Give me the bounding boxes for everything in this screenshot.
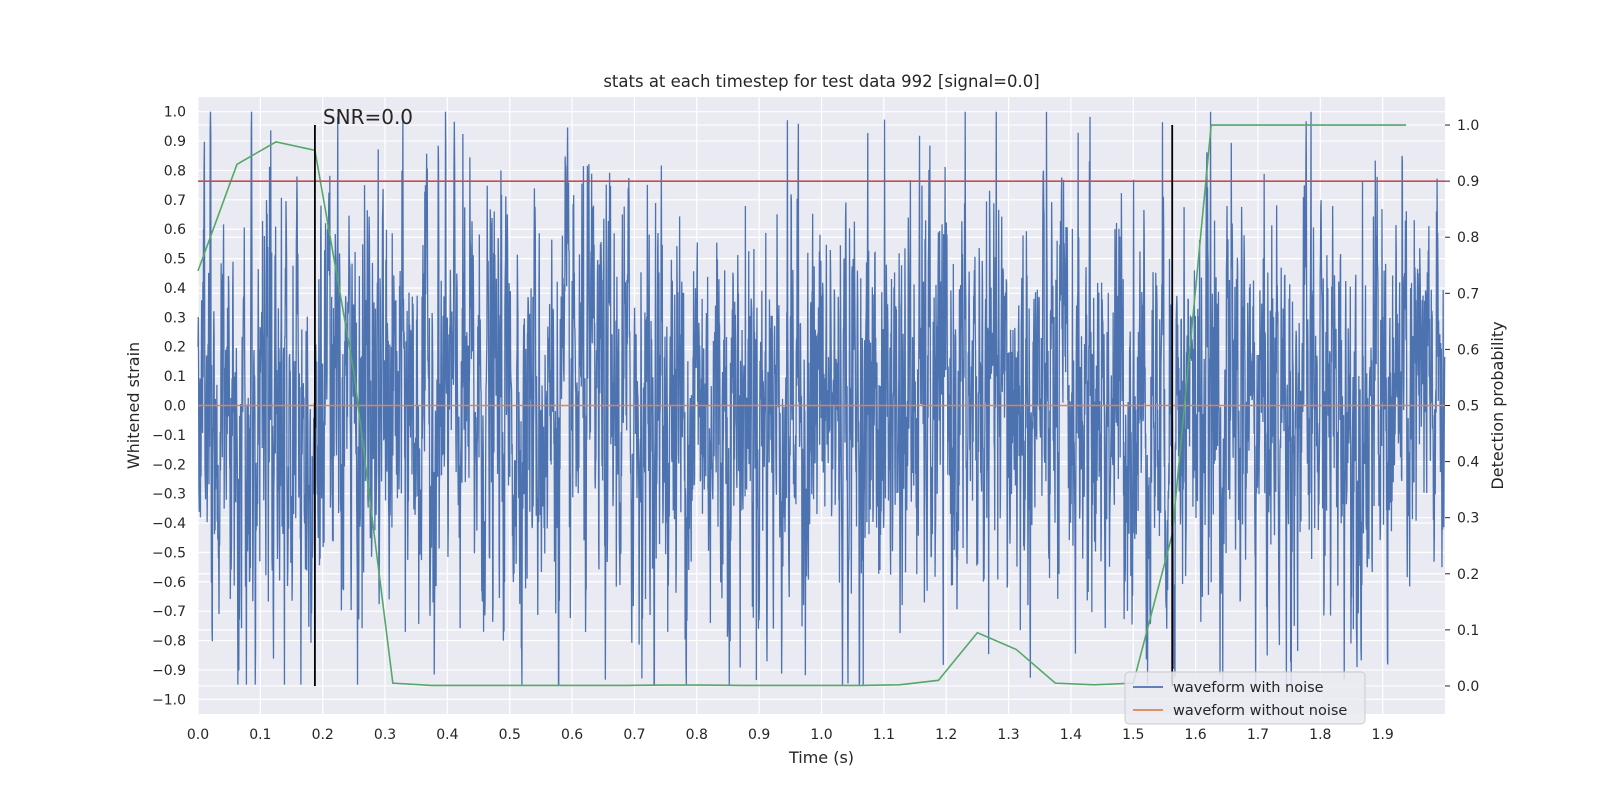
y-left-tick-label: −0.5 — [152, 545, 186, 561]
x-tick-label: 1.2 — [935, 727, 957, 743]
y-left-tick-label: −0.3 — [152, 487, 186, 503]
y-right-tick-label: 0.6 — [1457, 342, 1479, 358]
legend-label: waveform with noise — [1173, 680, 1324, 696]
y-left-tick-label: 1.0 — [164, 105, 186, 121]
x-tick-label: 1.0 — [810, 727, 832, 743]
x-tick-label: 0.4 — [436, 727, 458, 743]
y-right-tick-label: 1.0 — [1457, 118, 1479, 134]
legend-box — [1124, 671, 1366, 725]
y-left-tick-label: 0.9 — [164, 134, 186, 150]
x-tick-label: 1.7 — [1247, 727, 1269, 743]
y-left-tick-label: 0.7 — [164, 193, 186, 209]
y-left-tick-label: −0.6 — [152, 575, 186, 591]
tick-labels: 0.0 0.1 0.2 0.3 0.4 0.5 0.6 0.7 0.8 0.9 1.0 1.1 1.2 1… — [152, 105, 1479, 743]
chart-marks — [197, 111, 1446, 687]
y-right-tick-label: 0.8 — [1457, 230, 1479, 246]
y-left-tick-label: −0.8 — [152, 634, 186, 650]
y-left-tick-label: −0.7 — [152, 604, 186, 620]
y-left-tick-label: −0.9 — [152, 663, 186, 679]
y-left-tick-label: −0.2 — [152, 457, 186, 473]
y-left-tick-label: 0.8 — [164, 163, 186, 179]
snr-annotation: SNR=0.0 — [323, 105, 413, 129]
x-tick-label: 1.6 — [1184, 727, 1206, 743]
x-tick-label: 0.0 — [187, 727, 209, 743]
y-right-tick-label: 0.4 — [1457, 455, 1479, 471]
x-tick-label: 0.6 — [561, 727, 583, 743]
x-tick-label: 1.1 — [873, 727, 895, 743]
x-tick-label: 1.9 — [1372, 727, 1394, 743]
x-axis-label: Time (s) — [788, 748, 854, 767]
x-tick-label: 1.8 — [1309, 727, 1331, 743]
y-left-tick-label: 0.0 — [164, 399, 186, 415]
x-tick-label: 0.9 — [748, 727, 770, 743]
x-tick-label: 0.2 — [312, 727, 334, 743]
y-right-tick-label: 0.3 — [1457, 511, 1479, 527]
x-tick-label: 0.8 — [686, 727, 708, 743]
x-tick-label: 0.5 — [499, 727, 521, 743]
y-left-tick-label: 0.3 — [164, 310, 186, 326]
y-axis-label-left: Whitened strain — [124, 342, 143, 469]
chart-title: stats at each timestep for test data 992… — [603, 72, 1039, 91]
y-left-tick-label: 0.5 — [164, 252, 186, 268]
x-tick-label: 1.5 — [1122, 727, 1144, 743]
x-tick-label: 0.1 — [249, 727, 271, 743]
y-left-tick-label: −1.0 — [152, 692, 186, 708]
y-left-tick-label: 0.6 — [164, 222, 186, 238]
legend: waveform with noise waveform without nois… — [1124, 671, 1366, 725]
y-left-tick-label: 0.1 — [164, 369, 186, 385]
y-left-tick-label: −0.4 — [152, 516, 186, 532]
y-right-tick-label: 0.2 — [1457, 567, 1479, 583]
y-right-tick-label: 0.0 — [1457, 679, 1479, 695]
y-right-tick-label: 0.9 — [1457, 174, 1479, 190]
y-left-tick-label: 0.2 — [164, 340, 186, 356]
y-axis-label-right: Detection probability — [1488, 321, 1507, 489]
x-tick-label: 1.4 — [1060, 727, 1082, 743]
waveform-with-noise-line — [197, 111, 1446, 686]
x-tick-label: 0.7 — [623, 727, 645, 743]
y-left-tick-label: 0.4 — [164, 281, 186, 297]
x-tick-label: 1.3 — [997, 727, 1019, 743]
y-right-tick-label: 0.5 — [1457, 399, 1479, 415]
detection-probability-line — [197, 124, 1407, 687]
y-left-tick-label: −0.1 — [152, 428, 186, 444]
legend-label: waveform without noise — [1173, 703, 1347, 719]
y-right-tick-label: 0.1 — [1457, 623, 1479, 639]
x-tick-label: 0.3 — [374, 727, 396, 743]
y-right-tick-label: 0.7 — [1457, 286, 1479, 302]
